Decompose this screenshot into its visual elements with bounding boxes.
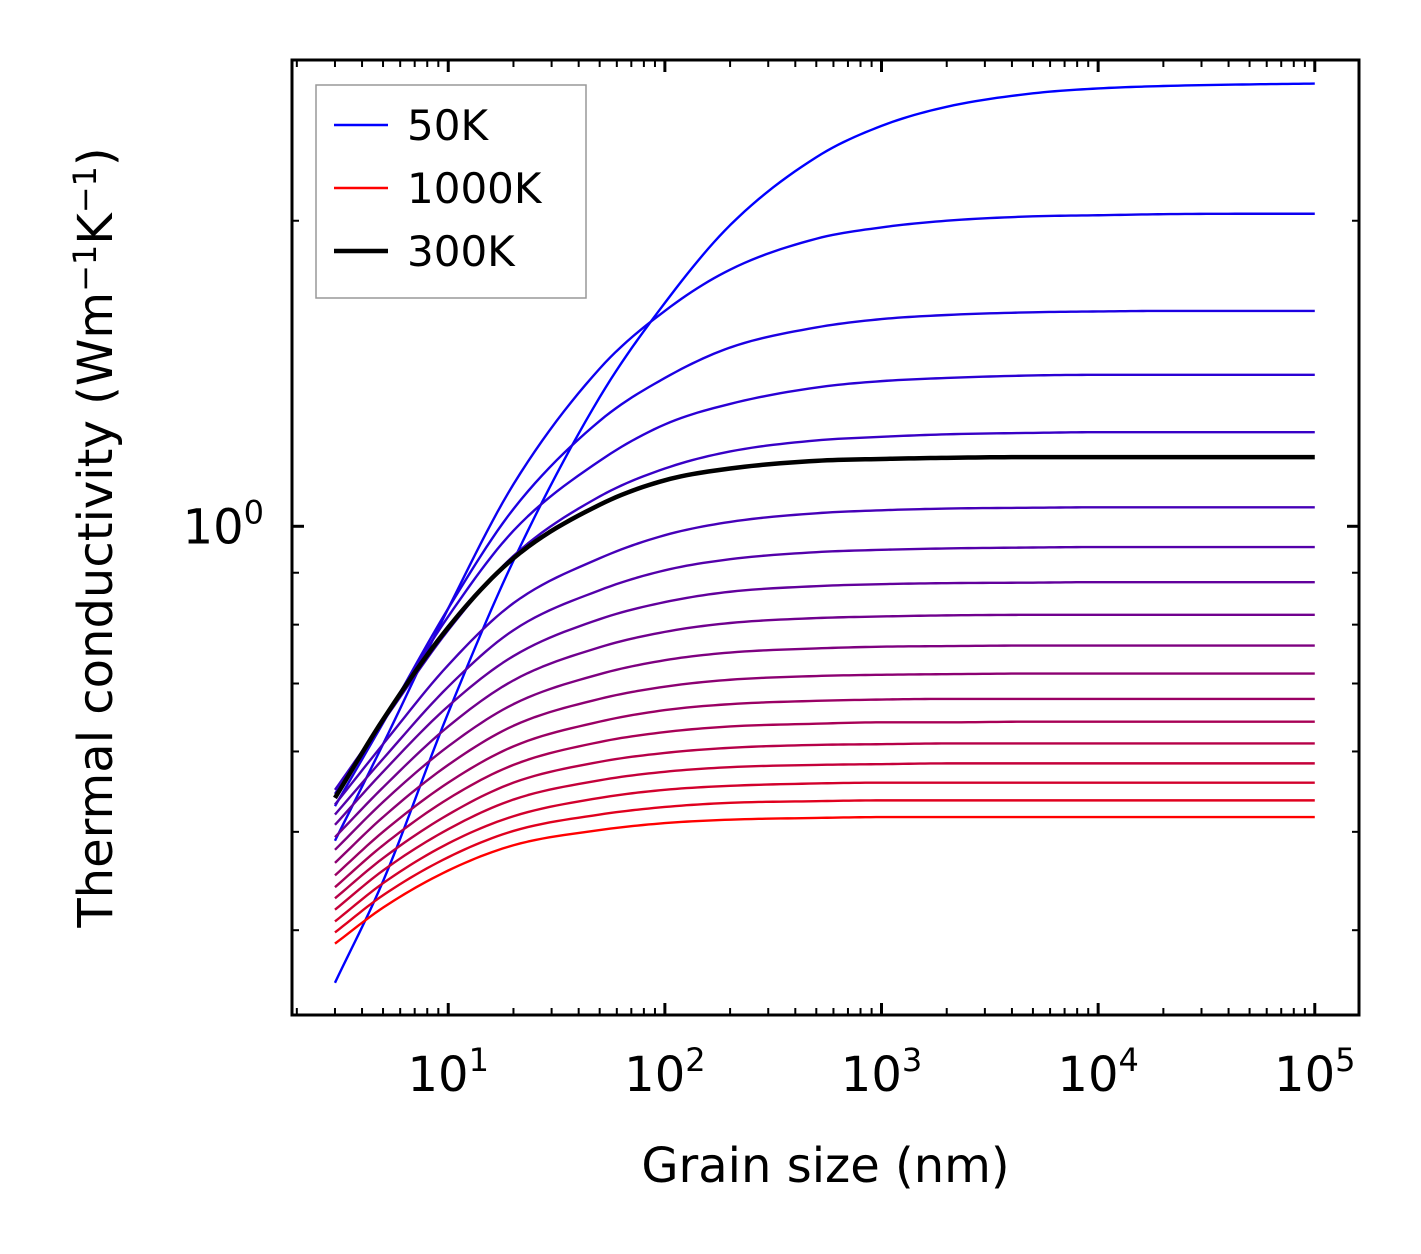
x-tick-label: 103 <box>841 1041 922 1103</box>
series-layer <box>333 82 1315 984</box>
series-line-t15 <box>334 762 1315 911</box>
x-tick-label: 104 <box>1057 1041 1138 1103</box>
series-line-t5 <box>333 430 1315 791</box>
legend-box <box>315 84 587 299</box>
series-line-t13 <box>334 720 1315 889</box>
series-line-t8 <box>334 580 1315 826</box>
series-line-50k <box>333 82 1315 984</box>
x-tick-label: 101 <box>408 1041 489 1103</box>
y-axis-title: Thermal conductivity (Wm−1K−1) <box>66 147 124 928</box>
series-line-t3 <box>333 309 1315 807</box>
series-line-t4 <box>333 373 1315 795</box>
series-line-t7 <box>334 545 1315 816</box>
series-line-t16 <box>334 781 1315 923</box>
legend-label-50k: 50K <box>407 101 489 150</box>
axis-ticks: 101 102 103 104 105 100 <box>183 60 1359 1103</box>
series-line-t2 <box>333 212 1315 842</box>
series-line-300k <box>333 454 1315 800</box>
plot-frame <box>290 58 1361 1017</box>
legend-label-1000k: 1000K <box>407 164 543 213</box>
legend: 50K 1000K 300K <box>315 84 587 299</box>
series-line-t14 <box>334 742 1315 900</box>
x-axis-title: Grain size (nm) <box>641 1138 1009 1194</box>
series-line-t12 <box>334 697 1315 877</box>
y-tick-label: 100 <box>183 493 264 555</box>
series-line-t6 <box>334 506 1315 806</box>
x-tick-label: 105 <box>1274 1041 1355 1103</box>
series-line-1000k <box>334 815 1315 945</box>
series-line-t17 <box>334 799 1315 934</box>
series-line-t10 <box>334 644 1315 851</box>
x-tick-label: 102 <box>624 1041 705 1103</box>
legend-label-300k: 300K <box>407 227 516 276</box>
series-line-t9 <box>334 613 1315 838</box>
series-line-t11 <box>334 672 1315 864</box>
